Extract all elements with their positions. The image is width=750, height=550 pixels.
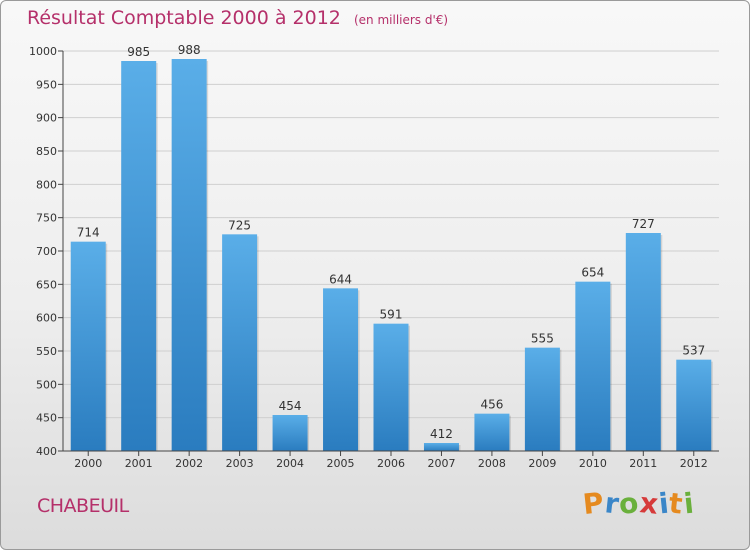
x-axis: 2000 2001 2002 2003 2004 2005 2006 2007 2008 2009… — [63, 450, 719, 470]
x-tick-label: 2000 — [74, 457, 102, 470]
chart-title-main: Résultat Comptable 2000 à 2012 — [27, 7, 341, 29]
x-tick-label: 2010 — [579, 457, 607, 470]
bar-2009 — [524, 347, 560, 451]
y-tick-label: 750 — [36, 212, 57, 225]
bar-2005 — [323, 288, 359, 451]
bar-2003 — [222, 234, 258, 451]
y-tick-label: 900 — [36, 112, 57, 125]
x-tick-label: 2011 — [629, 457, 657, 470]
logo-letter: i — [681, 486, 696, 521]
bar-value-label: 591 — [380, 308, 403, 322]
bars: 714 985 988 725 454 644 591 412 456 555 654 727 537 — [70, 43, 713, 451]
x-tick-label: 2001 — [125, 457, 153, 470]
x-tick-label: 2006 — [377, 457, 405, 470]
bar-value-label: 454 — [279, 399, 302, 413]
bar-value-label: 725 — [228, 218, 251, 232]
bar-2008 — [474, 413, 510, 451]
bar-2002 — [171, 59, 207, 451]
y-tick-label: 700 — [36, 245, 57, 258]
x-tick-label: 2009 — [528, 457, 556, 470]
x-tick-label: 2004 — [276, 457, 304, 470]
y-tick-label: 1000 — [29, 45, 57, 58]
chart-subtitle: (en milliers d'€) — [353, 13, 449, 27]
y-tick-label: 500 — [36, 378, 57, 391]
y-tick-label: 450 — [36, 412, 57, 425]
y-tick-label: 950 — [36, 78, 57, 91]
chart-title: Résultat Comptable 2000 à 2012 (en milli… — [27, 7, 448, 29]
proxiti-logo: Proxiti — [581, 485, 696, 522]
x-tick-label: 2005 — [327, 457, 355, 470]
x-tick-label: 2002 — [175, 457, 203, 470]
y-tick-label: 850 — [36, 145, 57, 158]
bar-value-label: 456 — [480, 398, 503, 412]
bar-value-label: 537 — [682, 344, 705, 358]
logo-letter: P — [581, 485, 607, 522]
y-axis: 400 450 500 550 600 650 700 750 800 850 900 950 1000 — [29, 45, 64, 458]
bar-value-label: 412 — [430, 427, 453, 441]
bar-value-label: 654 — [581, 266, 604, 280]
bar-2001 — [121, 61, 157, 451]
bar-value-label: 727 — [632, 217, 655, 231]
x-tick-label: 2007 — [427, 457, 455, 470]
x-tick-label: 2008 — [478, 457, 506, 470]
y-tick-label: 800 — [36, 178, 57, 191]
bar-2011 — [625, 233, 661, 451]
bar-value-label: 714 — [77, 226, 100, 240]
bar-2007 — [423, 443, 459, 451]
bar-2012 — [676, 359, 712, 451]
x-tick-label: 2003 — [226, 457, 254, 470]
bar-2000 — [70, 241, 106, 451]
bar-2006 — [373, 323, 409, 451]
bar-value-label: 555 — [531, 332, 554, 346]
bar-value-label: 644 — [329, 272, 352, 286]
y-tick-label: 400 — [36, 445, 57, 458]
bar-2004 — [272, 415, 308, 451]
y-tick-label: 650 — [36, 278, 57, 291]
y-tick-label: 600 — [36, 312, 57, 325]
commune-name: CHABEUIL — [37, 495, 129, 517]
bar-2010 — [575, 281, 611, 451]
y-tick-label: 550 — [36, 345, 57, 358]
bar-value-label: 988 — [178, 43, 201, 57]
x-tick-label: 2012 — [680, 457, 708, 470]
bar-value-label: 985 — [127, 45, 150, 59]
